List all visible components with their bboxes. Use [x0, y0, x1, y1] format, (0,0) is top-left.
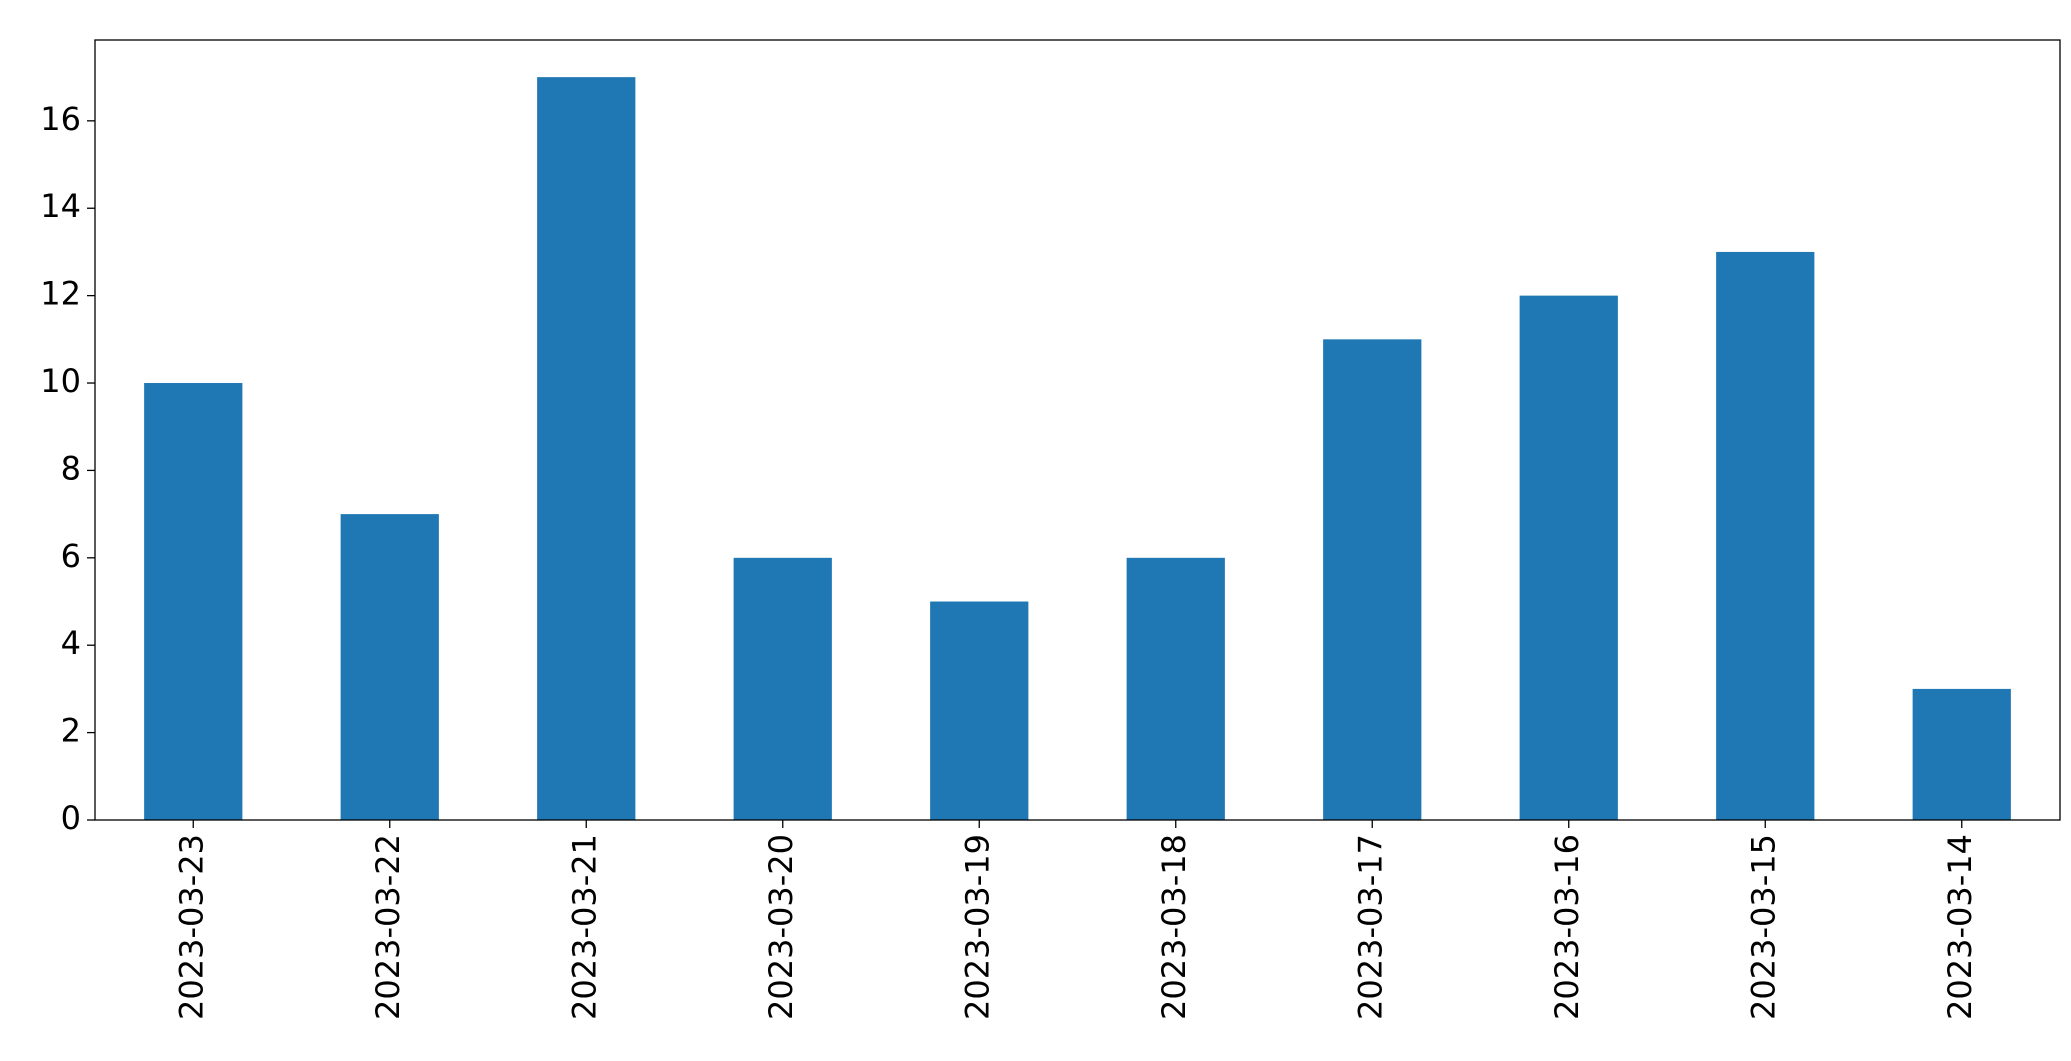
y-tick-label: 0 [61, 799, 81, 837]
x-tick-label: 2023-03-14 [1941, 834, 1979, 1020]
x-tick-label: 2023-03-19 [958, 834, 996, 1020]
x-tick-label: 2023-03-23 [172, 834, 210, 1020]
y-tick-label: 6 [61, 537, 81, 575]
bar [340, 514, 439, 820]
y-tick-label: 16 [40, 100, 81, 138]
x-tick-label: 2023-03-22 [369, 834, 407, 1020]
bar [930, 601, 1029, 820]
bar [1126, 557, 1225, 820]
y-tick-label: 14 [40, 187, 81, 225]
y-tick-label: 2 [61, 712, 81, 750]
x-tick-label: 2023-03-20 [762, 834, 800, 1020]
y-tick-label: 10 [40, 362, 81, 400]
bar [537, 77, 636, 820]
bar [733, 557, 832, 820]
bar [1716, 251, 1815, 821]
plot-frame [94, 39, 2061, 821]
bar [1323, 339, 1422, 820]
y-tick-label: 8 [61, 449, 81, 487]
x-tick-label: 2023-03-16 [1548, 834, 1586, 1020]
bar [144, 383, 243, 820]
x-tick-label: 2023-03-21 [565, 834, 603, 1020]
bar [1912, 688, 2011, 820]
x-tick-label: 2023-03-17 [1351, 834, 1389, 1020]
bar [1519, 295, 1618, 820]
y-tick-label: 12 [40, 275, 81, 313]
y-tick-label: 4 [61, 624, 81, 662]
x-tick-label: 2023-03-18 [1155, 834, 1193, 1020]
x-tick-label: 2023-03-15 [1744, 834, 1782, 1020]
